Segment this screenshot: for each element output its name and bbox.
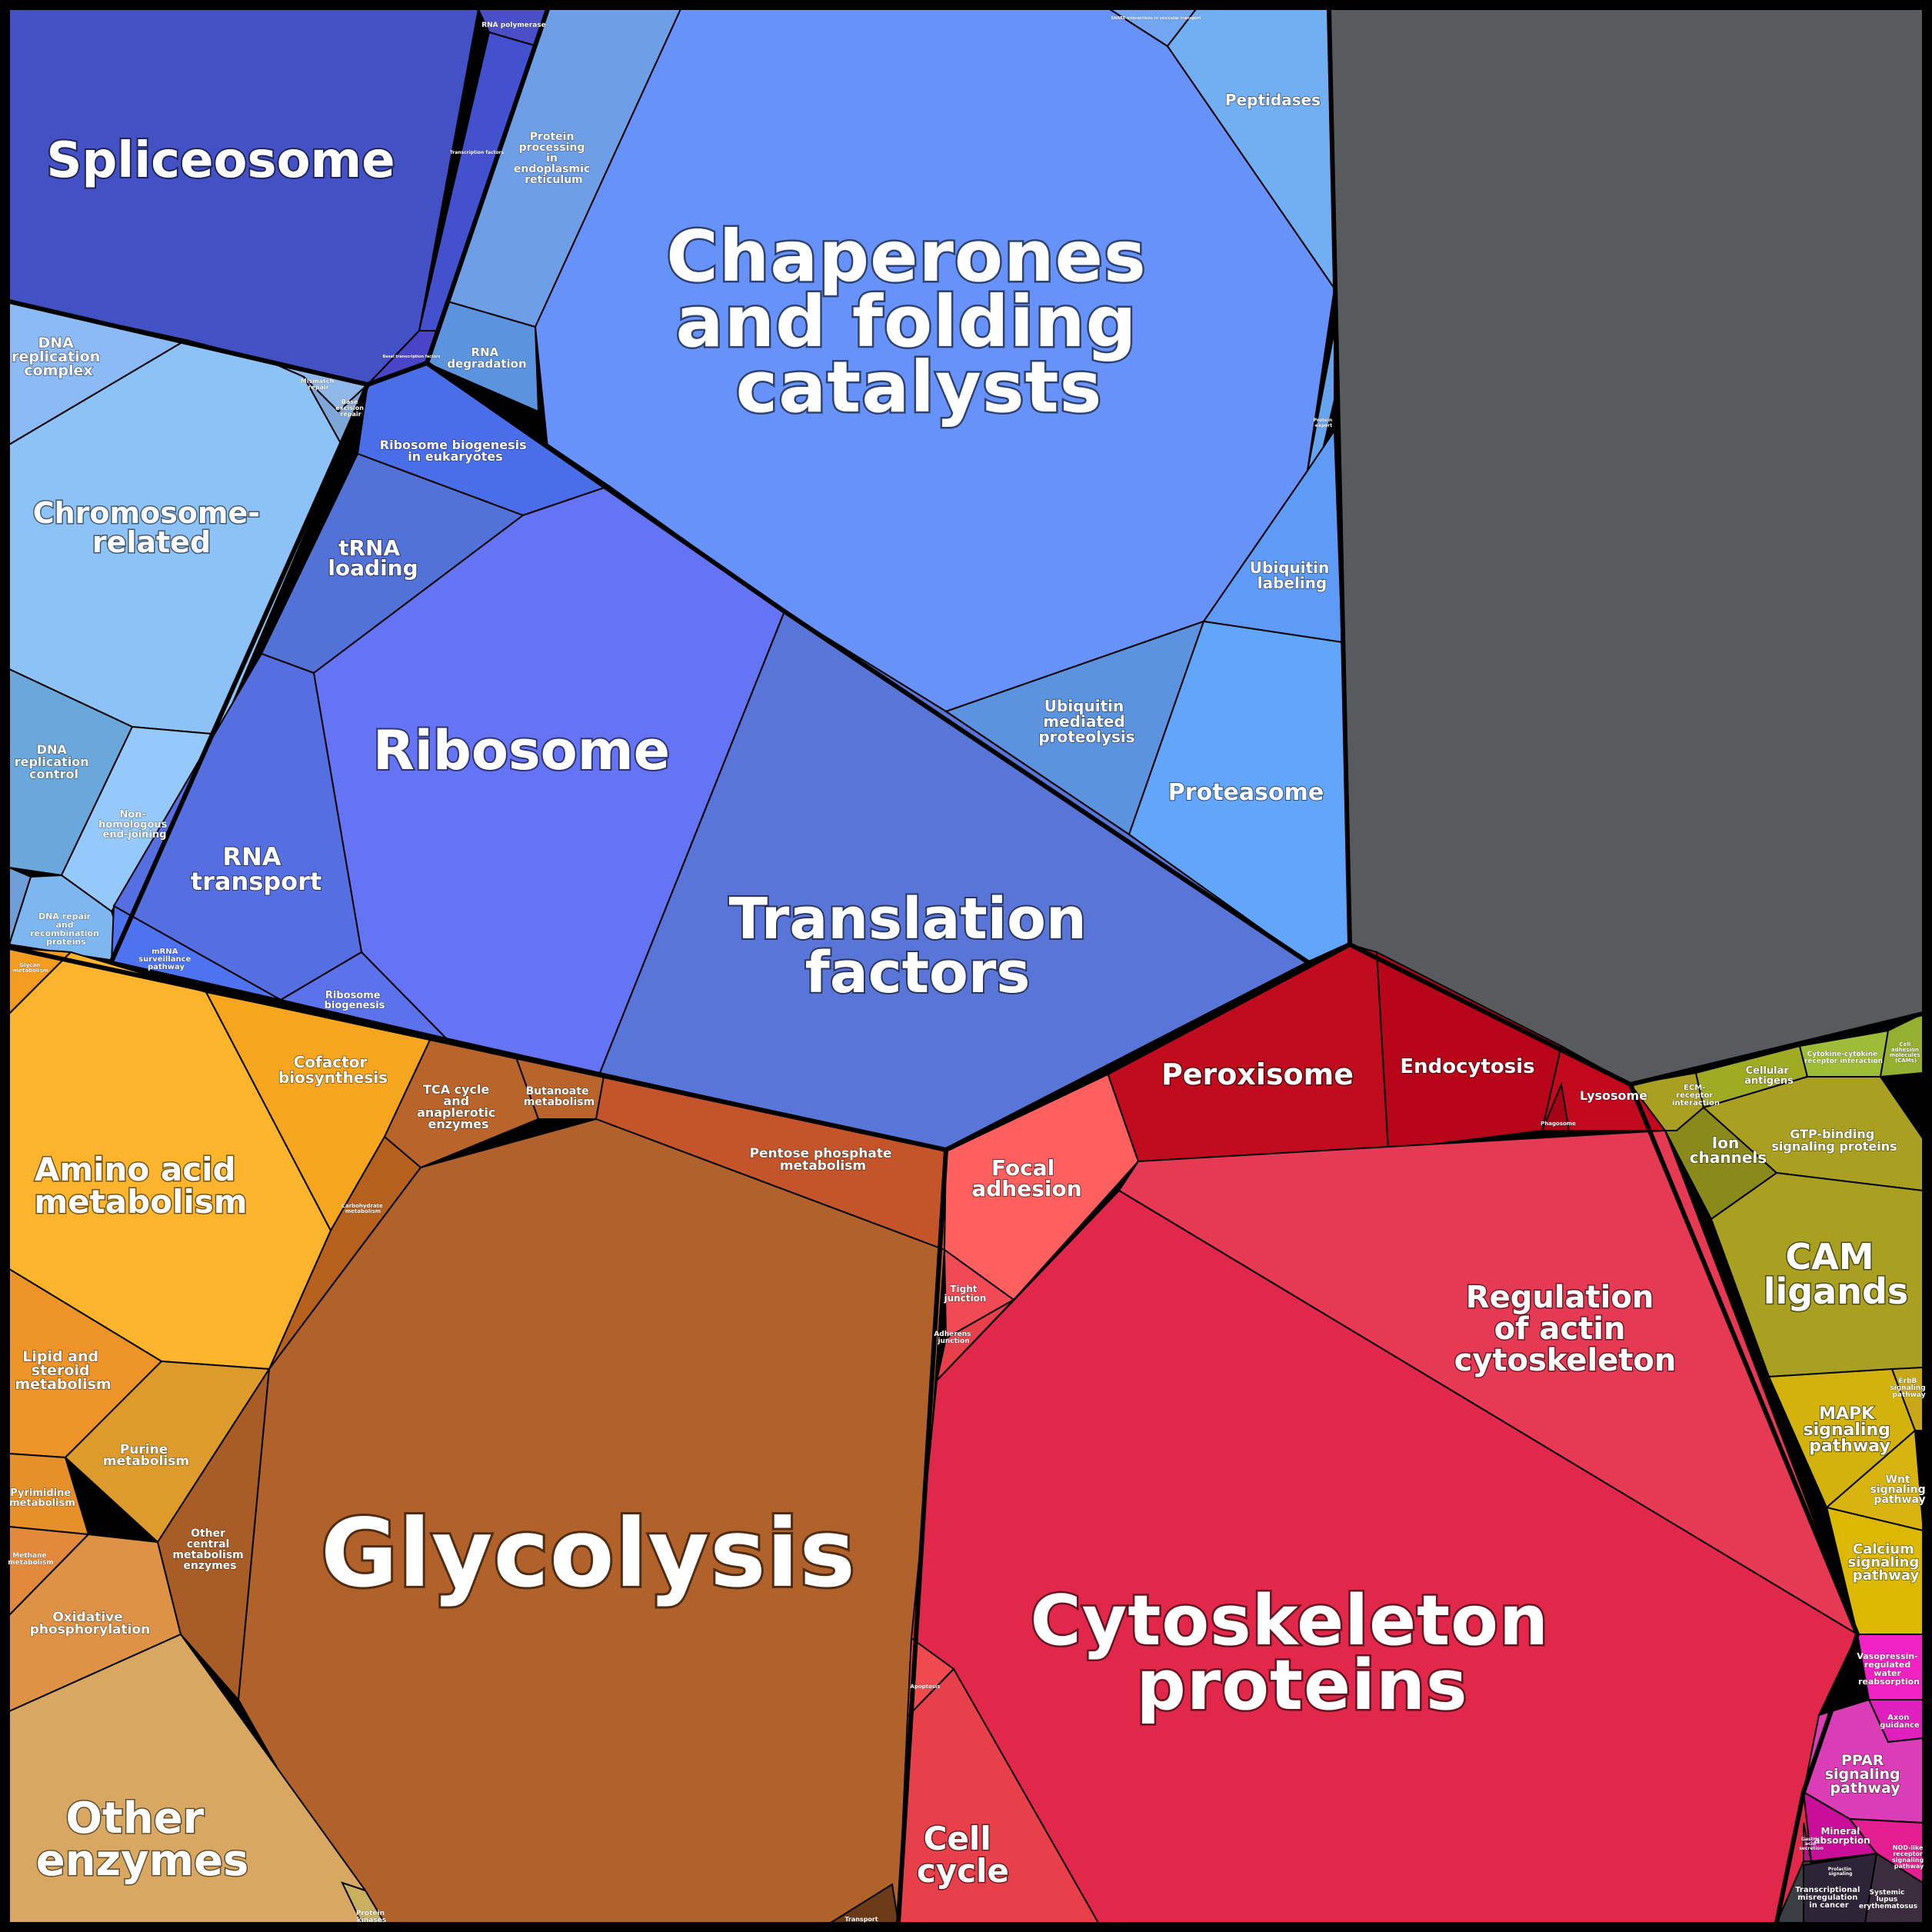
label-cytokine: Cytokine-cytokine receptor interaction [1804, 1051, 1883, 1065]
label-calcium: Calcium signaling pathway [1847, 1541, 1924, 1584]
label-spliceosome: Spliceosome [46, 132, 395, 189]
cell-unclassified[interactable] [1327, 8, 1924, 1086]
label-lipid: Lipid and steroid metabolism [15, 1348, 111, 1393]
group-genetic-information [8, 8, 549, 386]
label-basal-transcription: Basal transcription factors [382, 355, 440, 359]
label-protein-export: Protein export [1314, 418, 1334, 428]
label-rna-transport: RNA transport [191, 842, 321, 896]
label-ecm: ECM- receptor interaction [1672, 1084, 1720, 1108]
label-peroxisome: Peroxisome [1161, 1058, 1354, 1091]
label-other-central: Other central metabolism enzymes [172, 1527, 247, 1572]
label-butanoate: Butanoate metabolism [524, 1085, 595, 1108]
group-signaling [1629, 1012, 1924, 1635]
label-transcriptional-misreg: Transcriptional misregulation in cancer [1795, 1886, 1863, 1910]
label-methane: Methane metabolism [8, 1552, 53, 1567]
label-other-enzymes: Other enzymes [36, 1794, 249, 1886]
label-tight-junction: Tight junction [944, 1284, 987, 1304]
label-nod: NOD-like receptor signaling pathway [1892, 1844, 1926, 1870]
label-ubiquitin-labeling: Ubiquitin labeling [1250, 558, 1334, 592]
label-ubiquitin-mediated: Ubiquitin mediated proteolysis [1038, 697, 1134, 746]
label-rna-degradation: RNA degradation [447, 345, 526, 371]
cell-mrna-surveillance[interactable] [110, 904, 281, 1001]
label-phagosome: Phagosome [1541, 1121, 1576, 1127]
label-erbb: ErbB signaling pathway [1890, 1377, 1928, 1399]
label-protein-kinases: Protein kinases [356, 1910, 387, 1924]
label-ribosome-biogenesis: Ribosome biogenesis [325, 990, 385, 1011]
label-ion-channels: Ion channels [1690, 1134, 1767, 1167]
label-focal-adhesion: Focal adhesion [971, 1155, 1081, 1201]
label-rna-polymerase: RNA polymerase [481, 22, 546, 29]
label-gastric: Gastric acid secretion [1799, 1837, 1824, 1851]
label-snare: SNARE interactions in vesicular transpor… [1111, 16, 1201, 21]
labels: Glycolysis Chaperones and folding cataly… [8, 16, 1929, 1924]
label-oxidative: Oxidative phosphorylation [30, 1610, 151, 1637]
label-wnt: Wnt signaling pathway [1870, 1474, 1929, 1506]
label-axon: Axon guidance [1880, 1714, 1920, 1730]
label-cell-cycle: Cell cycle [917, 1820, 1009, 1890]
group-organismal [1802, 1634, 1924, 1884]
label-nonhomologous: Non- homologous end-joining [98, 809, 171, 841]
label-cofactor: Cofactor biosynthesis [278, 1053, 388, 1087]
label-mismatch-repair: Mismatch repair [301, 378, 336, 391]
group-metabolism [8, 946, 948, 1924]
label-mineral: Mineral absorption [1814, 1826, 1870, 1846]
cell-ribosome-biogenesis[interactable] [278, 951, 449, 1040]
label-cellular-antigens: Cellular antigens [1744, 1065, 1794, 1087]
label-purine: Purine metabolism [103, 1442, 189, 1469]
label-amino-acid: Amino acid metabolism [34, 1151, 247, 1221]
label-adherens: Adherens junction [934, 1331, 973, 1345]
label-mapk: MAPK signaling pathway [1803, 1404, 1896, 1456]
label-ppar: PPAR signaling pathway [1825, 1752, 1906, 1797]
label-lupus: Systemic lupus erythematosus [1859, 1889, 1917, 1910]
label-trna-loading: tRNA loading [328, 535, 418, 581]
label-endocytosis: Endocytosis [1400, 1055, 1534, 1078]
label-peptidases: Peptidases [1225, 91, 1321, 109]
label-cytoskeleton: Cytoskeleton proteins [1031, 1581, 1574, 1726]
label-pyrimidine: Pyrimidine metabolism [9, 1487, 75, 1509]
label-chaperones: Chaperones and folding catalysts [666, 215, 1172, 428]
label-cam-ligands: CAM ligands [1764, 1236, 1909, 1312]
label-glycan: Glycan metabolism [13, 962, 48, 974]
label-dna-replication-complex: DNA replication complex [12, 335, 105, 379]
label-transport-small: Transport [844, 1916, 878, 1923]
label-dna-repair: DNA repair and recombination proteins [30, 911, 102, 947]
label-gtp-binding: GTP-binding signaling proteins [1771, 1127, 1897, 1154]
label-lysosome: Lysosome [1580, 1088, 1647, 1103]
label-protein-processing-er: Protein processing in endoplasmic reticu… [514, 131, 594, 186]
label-translation-factors: Translation factors [729, 886, 1107, 1006]
label-tca: TCA cycle and anaplerotic enzymes [417, 1082, 500, 1131]
label-dna-replication-control: DNA replication control [15, 742, 94, 781]
label-apoptosis: Apoptosis [910, 1684, 940, 1690]
label-regulation-actin: Regulation of actin cytoskeleton [1454, 1280, 1677, 1378]
label-ribosome-biogenesis-euk: Ribosome biogenesis in eukaryotes [380, 438, 531, 464]
group-replication-repair [8, 300, 370, 964]
label-glycolysis: Glycolysis [321, 1499, 856, 1608]
label-chromosome: Chromosome- related [33, 496, 271, 559]
category-borders [8, 8, 1924, 1924]
group-folding-degradation [425, 8, 1351, 964]
label-base-excision: Base excision repair [335, 398, 366, 418]
label-mrna-surveillance: mRNA surveillance pathway [138, 948, 194, 971]
label-pentose: Pentose phosphate metabolism [750, 1146, 897, 1174]
label-transcription-factors: Transcription factors [450, 150, 505, 155]
label-cam-small: Cell adhesion molecules (CAMs) [1890, 1041, 1922, 1064]
label-vasopressin: Vasopressin- regulated water reabsorptio… [1857, 1651, 1920, 1687]
group-cellular-processes [897, 943, 1859, 1924]
group-translation [110, 361, 1311, 1151]
cell-phagosome[interactable] [1541, 1081, 1571, 1131]
label-ribosome: Ribosome [373, 719, 670, 782]
label-carbohydrate-small: Carbohydrate metabolism [341, 1203, 385, 1214]
label-prolactin: Prolactin signaling [1828, 1867, 1853, 1877]
label-proteasome: Proteasome [1168, 779, 1324, 806]
group-disease [1775, 1852, 1924, 1924]
